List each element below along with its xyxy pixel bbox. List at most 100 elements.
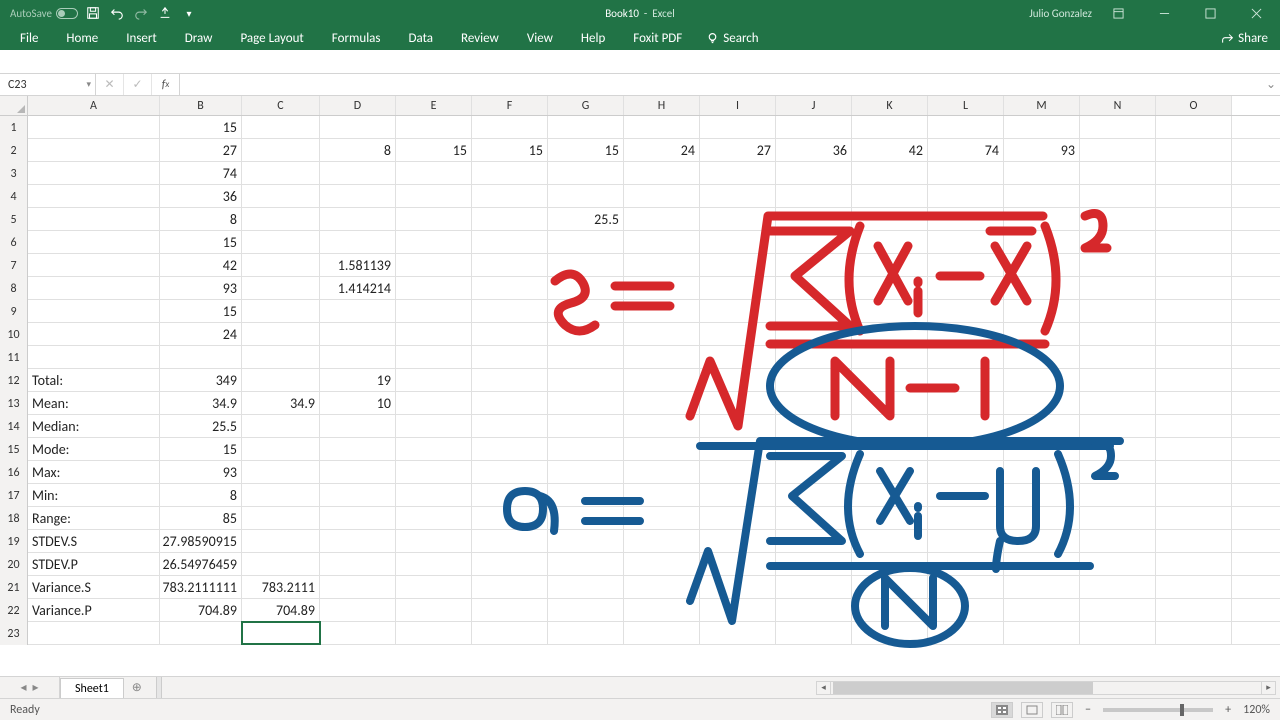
cell-H23[interactable] <box>624 622 700 644</box>
touch-mode-icon[interactable] <box>156 4 174 22</box>
cell-J4[interactable] <box>776 185 852 207</box>
cell-D9[interactable] <box>320 300 396 322</box>
cell-O7[interactable] <box>1156 254 1232 276</box>
cell-C21[interactable]: 783.2111 <box>242 576 320 598</box>
cell-E5[interactable] <box>396 208 472 230</box>
cell-D19[interactable] <box>320 530 396 552</box>
cell-D4[interactable] <box>320 185 396 207</box>
cell-C11[interactable] <box>242 346 320 368</box>
cell-G17[interactable] <box>548 484 624 506</box>
cell-A7[interactable] <box>28 254 160 276</box>
cell-M21[interactable] <box>1004 576 1080 598</box>
cell-M19[interactable] <box>1004 530 1080 552</box>
cell-K1[interactable] <box>852 116 928 138</box>
cell-K13[interactable] <box>852 392 928 414</box>
cell-I9[interactable] <box>700 300 776 322</box>
cell-K16[interactable] <box>852 461 928 483</box>
cell-D21[interactable] <box>320 576 396 598</box>
cell-D2[interactable]: 8 <box>320 139 396 161</box>
close-icon[interactable] <box>1236 0 1276 26</box>
cell-H3[interactable] <box>624 162 700 184</box>
cell-J7[interactable] <box>776 254 852 276</box>
cell-O20[interactable] <box>1156 553 1232 575</box>
cell-G5[interactable]: 25.5 <box>548 208 624 230</box>
cell-M22[interactable] <box>1004 599 1080 621</box>
cell-C3[interactable] <box>242 162 320 184</box>
row-header-19[interactable]: 19 <box>0 530 28 553</box>
cell-K17[interactable] <box>852 484 928 506</box>
cell-I20[interactable] <box>700 553 776 575</box>
cell-F10[interactable] <box>472 323 548 345</box>
cell-J23[interactable] <box>776 622 852 644</box>
cell-E10[interactable] <box>396 323 472 345</box>
cell-O10[interactable] <box>1156 323 1232 345</box>
row-header-7[interactable]: 7 <box>0 254 28 277</box>
new-sheet-button[interactable]: ⊕ <box>124 677 150 698</box>
cell-B21[interactable]: 783.2111111 <box>160 576 242 598</box>
row-header-1[interactable]: 1 <box>0 116 28 139</box>
cell-K10[interactable] <box>852 323 928 345</box>
column-header-L[interactable]: L <box>928 96 1004 115</box>
cell-J21[interactable] <box>776 576 852 598</box>
cell-A9[interactable] <box>28 300 160 322</box>
cell-I1[interactable] <box>700 116 776 138</box>
cell-I19[interactable] <box>700 530 776 552</box>
cell-M20[interactable] <box>1004 553 1080 575</box>
cell-L15[interactable] <box>928 438 1004 460</box>
cell-B4[interactable]: 36 <box>160 185 242 207</box>
cell-J14[interactable] <box>776 415 852 437</box>
cell-H19[interactable] <box>624 530 700 552</box>
row-header-2[interactable]: 2 <box>0 139 28 162</box>
cell-B1[interactable]: 15 <box>160 116 242 138</box>
cell-N17[interactable] <box>1080 484 1156 506</box>
sheet-tab-sheet1[interactable]: Sheet1 <box>60 678 124 699</box>
cell-F16[interactable] <box>472 461 548 483</box>
cell-K20[interactable] <box>852 553 928 575</box>
cell-H22[interactable] <box>624 599 700 621</box>
cell-A15[interactable]: Mode: <box>28 438 160 460</box>
cell-A6[interactable] <box>28 231 160 253</box>
row-header-12[interactable]: 12 <box>0 369 28 392</box>
save-icon[interactable] <box>84 4 102 22</box>
name-box[interactable]: C23 <box>0 74 96 95</box>
cell-J13[interactable] <box>776 392 852 414</box>
cell-F4[interactable] <box>472 185 548 207</box>
worksheet-grid[interactable]: ABCDEFGHIJKLMNO 115227815151524273642749… <box>0 96 1280 668</box>
tell-me-search[interactable]: Search <box>696 26 768 50</box>
row-header-13[interactable]: 13 <box>0 392 28 415</box>
tab-review[interactable]: Review <box>447 26 513 50</box>
cell-A2[interactable] <box>28 139 160 161</box>
cell-A12[interactable]: Total: <box>28 369 160 391</box>
cell-L4[interactable] <box>928 185 1004 207</box>
tab-foxit-pdf[interactable]: Foxit PDF <box>619 26 696 50</box>
tab-data[interactable]: Data <box>395 26 448 50</box>
cell-D7[interactable]: 1.581139 <box>320 254 396 276</box>
horizontal-scrollbar[interactable]: ◂ ▸ <box>816 681 1276 695</box>
cell-O21[interactable] <box>1156 576 1232 598</box>
cell-D18[interactable] <box>320 507 396 529</box>
cell-B17[interactable]: 8 <box>160 484 242 506</box>
column-header-C[interactable]: C <box>242 96 320 115</box>
cell-A10[interactable] <box>28 323 160 345</box>
cell-N18[interactable] <box>1080 507 1156 529</box>
cell-O17[interactable] <box>1156 484 1232 506</box>
cell-I21[interactable] <box>700 576 776 598</box>
row-header-8[interactable]: 8 <box>0 277 28 300</box>
cell-L23[interactable] <box>928 622 1004 644</box>
cancel-formula-icon[interactable]: ✕ <box>96 74 124 95</box>
column-header-O[interactable]: O <box>1156 96 1232 115</box>
cell-E12[interactable] <box>396 369 472 391</box>
cell-B14[interactable]: 25.5 <box>160 415 242 437</box>
cell-O23[interactable] <box>1156 622 1232 644</box>
cell-A22[interactable]: Variance.P <box>28 599 160 621</box>
cell-N13[interactable] <box>1080 392 1156 414</box>
cell-L17[interactable] <box>928 484 1004 506</box>
hscroll-thumb[interactable] <box>833 682 1093 694</box>
cell-L10[interactable] <box>928 323 1004 345</box>
tab-home[interactable]: Home <box>52 26 112 50</box>
cell-A16[interactable]: Max: <box>28 461 160 483</box>
cell-K4[interactable] <box>852 185 928 207</box>
cell-I12[interactable] <box>700 369 776 391</box>
cell-K19[interactable] <box>852 530 928 552</box>
page-break-view-button[interactable] <box>1051 702 1073 718</box>
